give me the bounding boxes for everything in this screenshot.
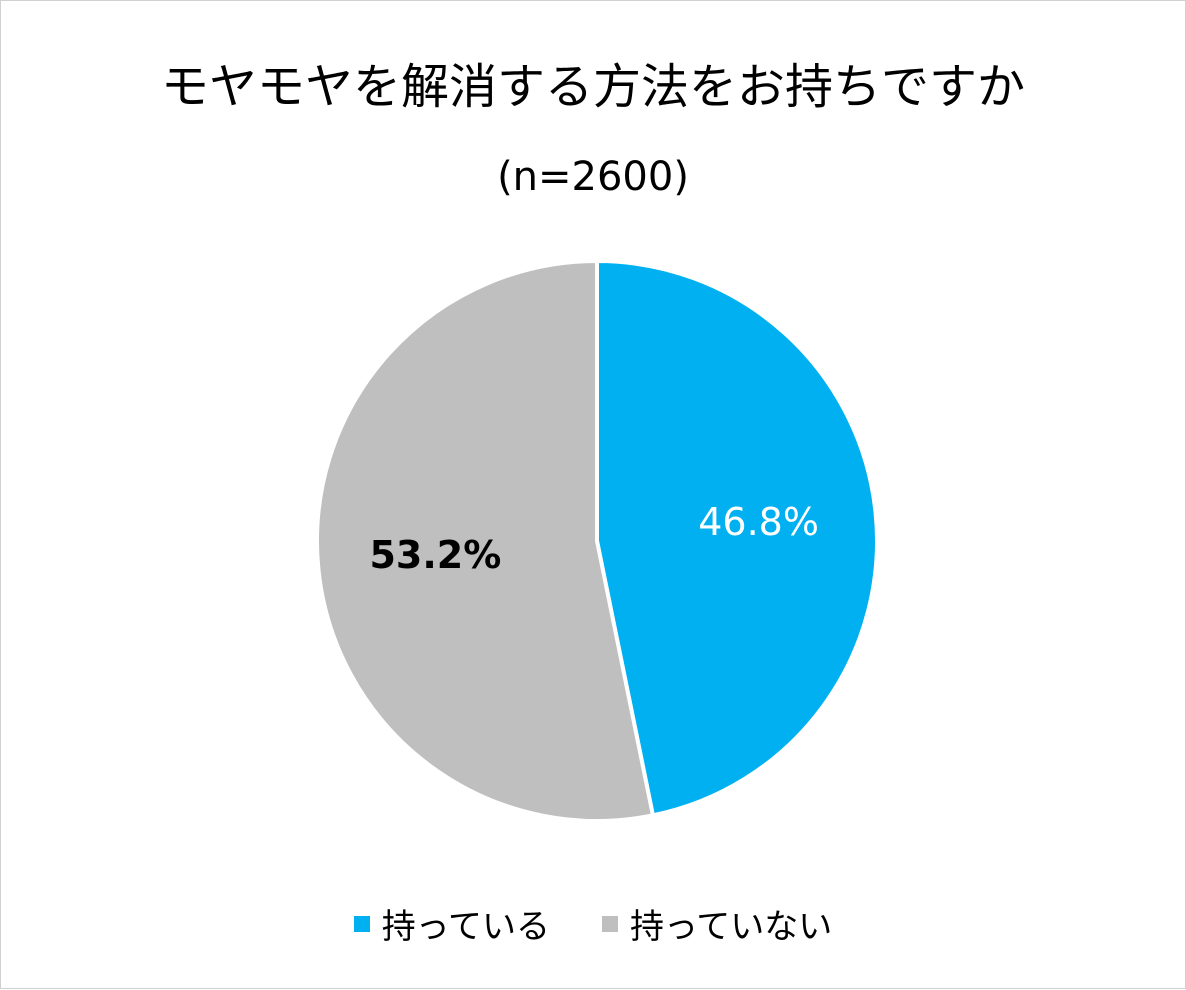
legend-swatch-not-having — [602, 915, 618, 932]
legend: 持っている 持っていない — [1, 899, 1185, 948]
chart-title: モヤモヤを解消する方法をお持ちですか — [160, 59, 1025, 115]
legend-item-having: 持っている — [353, 899, 550, 948]
legend-swatch-having — [353, 915, 370, 932]
legend-item-not-having: 持っていない — [602, 899, 832, 948]
legend-label-not-having: 持っていない — [630, 907, 833, 947]
pie-slice-not-having — [314, 259, 655, 823]
legend-label-having: 持っている — [381, 907, 550, 947]
chart-subtitle: (n=2600) — [497, 154, 689, 200]
pie-slice-having — [595, 259, 879, 818]
data-label-not-having: 53.2% — [369, 533, 501, 577]
data-label-having: 46.8% — [698, 500, 819, 544]
